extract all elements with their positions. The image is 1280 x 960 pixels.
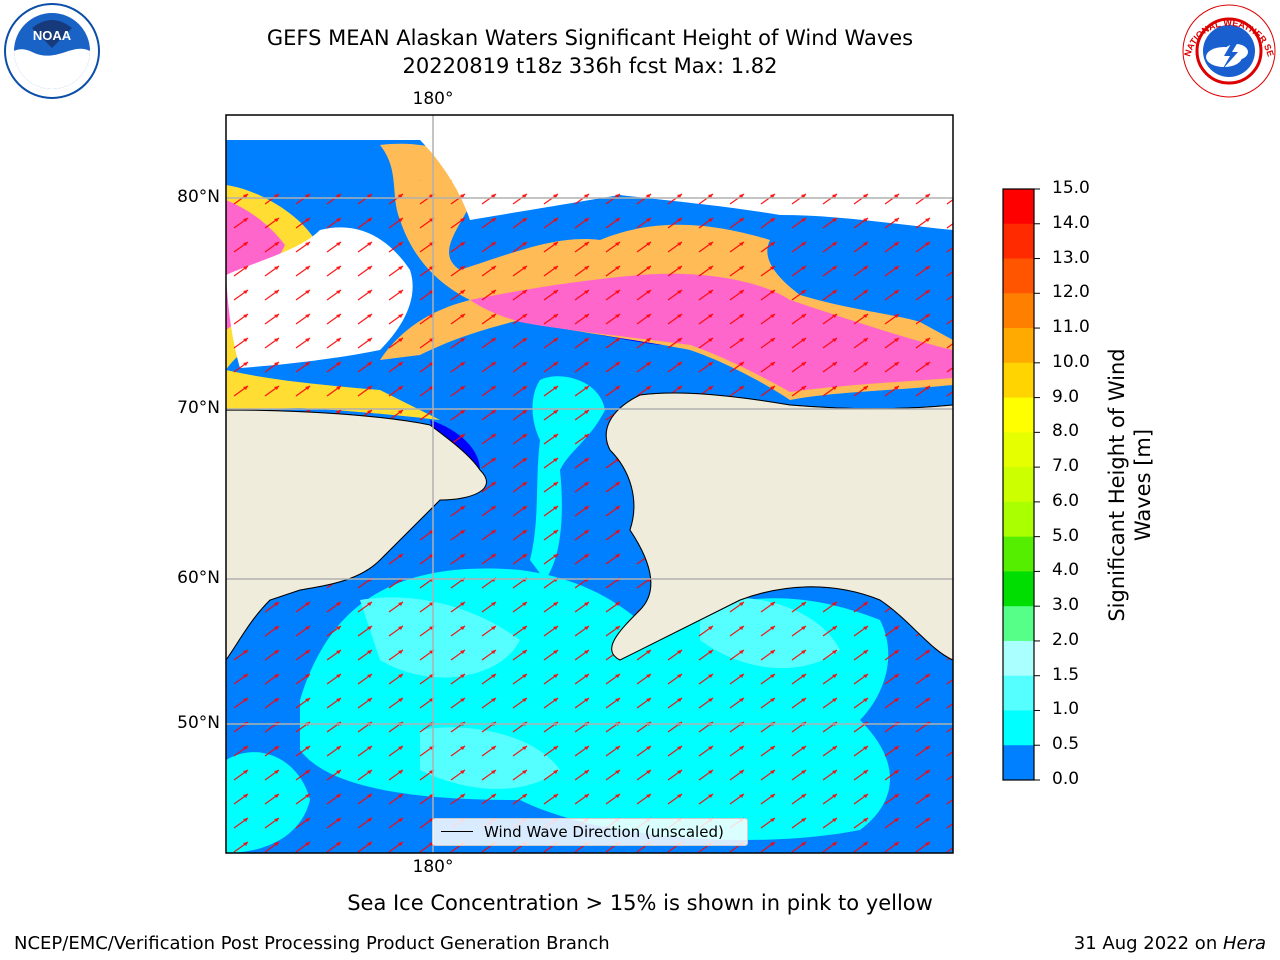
colorbar-tick-label: 12.0 — [1052, 282, 1090, 303]
colorbar-title-line1: Significant Height of Wind — [1105, 348, 1129, 622]
colorbar-tick-label: 0.5 — [1052, 734, 1080, 755]
lon-label-bottom: 180° — [412, 857, 454, 877]
date-text: 31 Aug 2022 on — [1073, 933, 1223, 954]
colorbar-swatch — [1003, 189, 1034, 225]
graticule — [226, 115, 953, 853]
colorbar-swatch — [1003, 362, 1034, 399]
colorbar-swatch — [1003, 536, 1034, 572]
lat-label-80: 80°N — [177, 187, 220, 207]
colorbar-tick-label: 2.0 — [1052, 629, 1080, 650]
colorbar-tick-label: 1.5 — [1052, 664, 1080, 685]
colorbar-swatch — [1003, 293, 1034, 329]
colorbar-tick-label: 0.0 — [1052, 769, 1080, 789]
svg-text:NOAA: NOAA — [33, 28, 72, 43]
colorbar-tick-label: 10.0 — [1052, 351, 1090, 372]
colorbar-swatch — [1003, 606, 1034, 642]
colorbar-tick-label: 6.0 — [1052, 490, 1080, 511]
colorbar-tick-label: 9.0 — [1052, 386, 1080, 407]
colorbar-tick-label: 3.0 — [1052, 595, 1080, 616]
map-frame — [225, 114, 954, 854]
colorbar-tick-label: 8.0 — [1052, 421, 1080, 442]
colorbar-title: Significant Height of Wind Waves [m] — [1104, 335, 1156, 635]
colorbar-swatch — [1003, 328, 1034, 364]
colorbar-swatch — [1003, 467, 1034, 503]
machine-name: Hera — [1222, 933, 1266, 954]
colorbar-swatch — [1003, 640, 1034, 677]
lat-label-70: 70°N — [177, 398, 220, 418]
nws-logo: NATIONAL WEATHER SERVICE — [1180, 2, 1276, 98]
colorbar-title-line2: Waves [m] — [1131, 428, 1155, 542]
colorbar-swatch — [1003, 571, 1034, 607]
colorbar-tick-label: 4.0 — [1052, 560, 1080, 581]
chart-subtitle: 20220819 t18z 336h fcst Max: 1.82 — [402, 54, 778, 78]
colorbar-tick-label: 5.0 — [1052, 525, 1080, 546]
colorbar-swatch — [1003, 675, 1034, 711]
colorbar-swatch — [1003, 397, 1034, 433]
colorbar-tick-label: 14.0 — [1052, 212, 1090, 233]
lon-label-top: 180° — [412, 89, 454, 109]
colorbar-swatch — [1003, 223, 1034, 260]
chart-title: GEFS MEAN Alaskan Waters Significant Hei… — [266, 26, 914, 50]
colorbar-tick-label: 1.0 — [1052, 699, 1080, 720]
sea-ice-footnote: Sea Ice Concentration > 15% is shown in … — [347, 891, 933, 915]
map-field — [226, 115, 953, 853]
colorbar — [1003, 188, 1040, 781]
colorbar-swatch — [1003, 258, 1034, 294]
colorbar-tick-label: 11.0 — [1052, 317, 1090, 338]
lat-label-50: 50°N — [177, 713, 220, 733]
lat-label-60: 60°N — [177, 568, 220, 588]
map-legend: Wind Wave Direction (unscaled) — [432, 818, 748, 846]
colorbar-tick-label: 7.0 — [1052, 456, 1080, 477]
colorbar-swatch — [1003, 501, 1034, 538]
date-line: 31 Aug 2022 on Hera — [1074, 933, 1266, 954]
colorbar-swatch — [1003, 432, 1034, 468]
credit-line: NCEP/EMC/Verification Post Processing Pr… — [14, 933, 610, 954]
colorbar-swatch — [1003, 710, 1034, 746]
legend-label: Wind Wave Direction (unscaled) — [484, 823, 724, 841]
colorbar-tick-label: 13.0 — [1052, 247, 1090, 268]
legend-line-icon — [441, 831, 473, 832]
noaa-logo: NOAA — [4, 3, 100, 99]
colorbar-tick-label: 15.0 — [1052, 178, 1090, 198]
colorbar-swatch — [1003, 745, 1034, 781]
